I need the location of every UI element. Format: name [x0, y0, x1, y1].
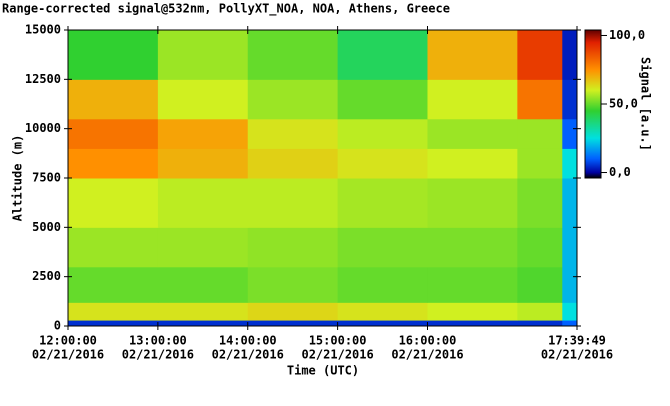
x-tick-label: 14:00:00: [219, 334, 277, 348]
heatmap-cell: [337, 178, 428, 228]
heatmap-cell: [562, 302, 578, 321]
colorbar: [584, 29, 602, 179]
heatmap-cell: [68, 178, 159, 228]
heatmap-cell: [157, 320, 249, 327]
heatmap-cell: [517, 30, 563, 80]
y-tick-label: 5000: [32, 220, 61, 234]
heatmap-cell: [247, 118, 339, 149]
heatmap-cell: [562, 227, 578, 268]
y-tick-label: 0: [54, 319, 61, 333]
heatmap-cell: [337, 79, 428, 120]
colorbar-tick-label: 0,0: [609, 165, 631, 179]
heatmap-cell: [247, 178, 339, 228]
x-tick-date: 02/21/2016: [32, 348, 104, 362]
heatmap-cell: [427, 320, 518, 327]
heatmap-cell: [562, 266, 578, 303]
y-axis-label: Altitude (m): [11, 135, 25, 222]
heatmap-cell: [517, 79, 563, 120]
heatmap-cell: [247, 227, 339, 268]
x-tick-date: 02/21/2016: [212, 348, 284, 362]
heatmap-cell: [562, 148, 578, 179]
x-tick-date: 02/21/2016: [541, 348, 613, 362]
heatmap-cell: [337, 227, 428, 268]
y-tick-label: 7500: [32, 171, 61, 185]
heatmap-cell: [562, 320, 578, 327]
heatmap-cell: [562, 118, 578, 149]
heatmap-cell: [247, 320, 339, 327]
y-tick-label: 15000: [25, 23, 61, 37]
heatmap-cell: [68, 302, 159, 321]
heatmap-cell: [517, 118, 563, 149]
heatmap-cell: [157, 148, 249, 179]
heatmap-cell: [517, 266, 563, 303]
heatmap-cell: [427, 148, 518, 179]
heatmap-cell: [68, 79, 159, 120]
heatmap-cell: [337, 266, 428, 303]
x-tick-date: 02/21/2016: [391, 348, 463, 362]
heatmap-cell: [427, 227, 518, 268]
colorbar-label: Signal [a.u.]: [639, 57, 653, 151]
heatmap-cell: [157, 227, 249, 268]
chart-title: Range-corrected signal@532nm, PollyXT_NO…: [2, 2, 450, 17]
x-tick-label: 15:00:00: [309, 334, 367, 348]
heatmap-cell: [337, 148, 428, 179]
x-tick-date: 02/21/2016: [122, 348, 194, 362]
heatmap-cell: [68, 118, 159, 149]
heatmap-cell: [337, 118, 428, 149]
heatmap-cell: [517, 178, 563, 228]
x-axis-label: Time (UTC): [287, 364, 359, 378]
heatmap-cell: [247, 302, 339, 321]
heatmap-cell: [157, 178, 249, 228]
x-tick-label: 17:39:49: [548, 334, 606, 348]
heatmap-cell: [68, 227, 159, 268]
heatmap-cell: [427, 30, 518, 80]
heatmap-cell: [68, 320, 159, 327]
heatmap-cell: [247, 30, 339, 80]
heatmap-cell: [337, 302, 428, 321]
heatmap-cell: [157, 79, 249, 120]
x-tick-date: 02/21/2016: [301, 348, 373, 362]
heatmap-cell: [427, 79, 518, 120]
heatmap-cell: [517, 302, 563, 321]
heatmap-cell: [427, 266, 518, 303]
heatmap-cell: [517, 148, 563, 179]
heatmap-cell: [562, 79, 578, 120]
heatmap-cell: [157, 302, 249, 321]
heatmap-cell: [157, 118, 249, 149]
heatmap-cell: [517, 320, 563, 327]
colorbar-tick-label: 50,0: [609, 97, 638, 111]
heatmap-cell: [427, 178, 518, 228]
heatmap-cell: [157, 266, 249, 303]
heatmap-cell: [68, 30, 159, 80]
x-tick-label: 13:00:00: [129, 334, 187, 348]
y-tick-label: 10000: [25, 121, 61, 135]
heatmap-cell: [68, 266, 159, 303]
heatmap-cell: [337, 30, 428, 80]
heatmap-cell: [68, 148, 159, 179]
heatmap-cell: [427, 302, 518, 321]
heatmap-cell: [247, 79, 339, 120]
x-tick-label: 16:00:00: [399, 334, 457, 348]
heatmap-cell: [427, 118, 518, 149]
colorbar-tick-label: 100,0: [609, 28, 645, 42]
heatmap-cell: [562, 178, 578, 228]
heatmap-cell: [517, 227, 563, 268]
heatmap-cell: [247, 148, 339, 179]
heatmap-cell: [157, 30, 249, 80]
heatmap-cell: [562, 30, 578, 80]
y-tick-label: 12500: [25, 72, 61, 86]
heatmap-cell: [247, 266, 339, 303]
x-tick-label: 12:00:00: [39, 334, 97, 348]
y-tick-label: 2500: [32, 269, 61, 283]
heatmap-cell: [337, 320, 428, 327]
